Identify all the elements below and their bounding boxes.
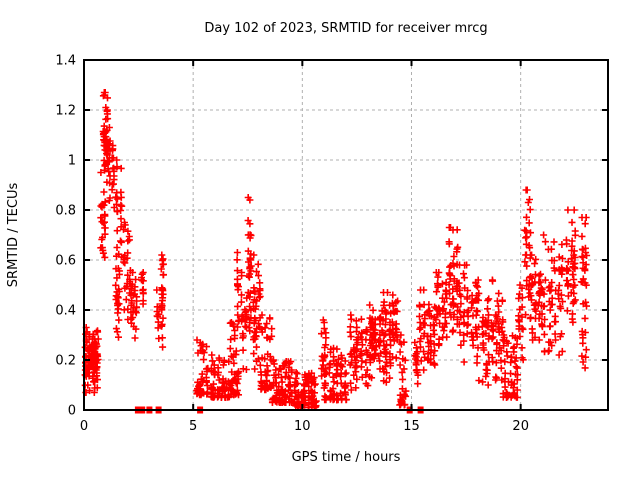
tick-marks <box>83 59 608 411</box>
y-tick-label: 1 <box>68 154 76 169</box>
y-tick-label: 0.4 <box>55 304 76 319</box>
y-tick-labels: 0 0.2 0.4 0.6 0.8 1 1.2 1.4 <box>55 54 76 419</box>
y-tick-label: 0.6 <box>55 254 76 269</box>
scatter-points <box>81 89 591 411</box>
x-tick-label: 5 <box>189 419 197 434</box>
chart-title: Day 102 of 2023, SRMTID for receiver mrc… <box>204 21 487 36</box>
x-tick-labels: 0 5 10 15 20 <box>80 419 529 434</box>
y-tick-label: 1.4 <box>55 54 76 69</box>
gridlines <box>84 60 608 410</box>
y-axis-label: SRMTID / TECUs <box>6 183 21 288</box>
x-tick-label: 0 <box>80 419 88 434</box>
x-tick-label: 20 <box>512 419 529 434</box>
y-tick-label: 0.2 <box>55 354 76 369</box>
x-axis-label: GPS time / hours <box>292 450 401 465</box>
y-tick-label: 1.2 <box>55 104 76 119</box>
y-tick-label: 0 <box>68 404 76 419</box>
y-tick-label: 0.8 <box>55 204 76 219</box>
x-tick-label: 15 <box>403 419 420 434</box>
x-tick-label: 10 <box>294 419 311 434</box>
plot-frame <box>83 59 609 411</box>
